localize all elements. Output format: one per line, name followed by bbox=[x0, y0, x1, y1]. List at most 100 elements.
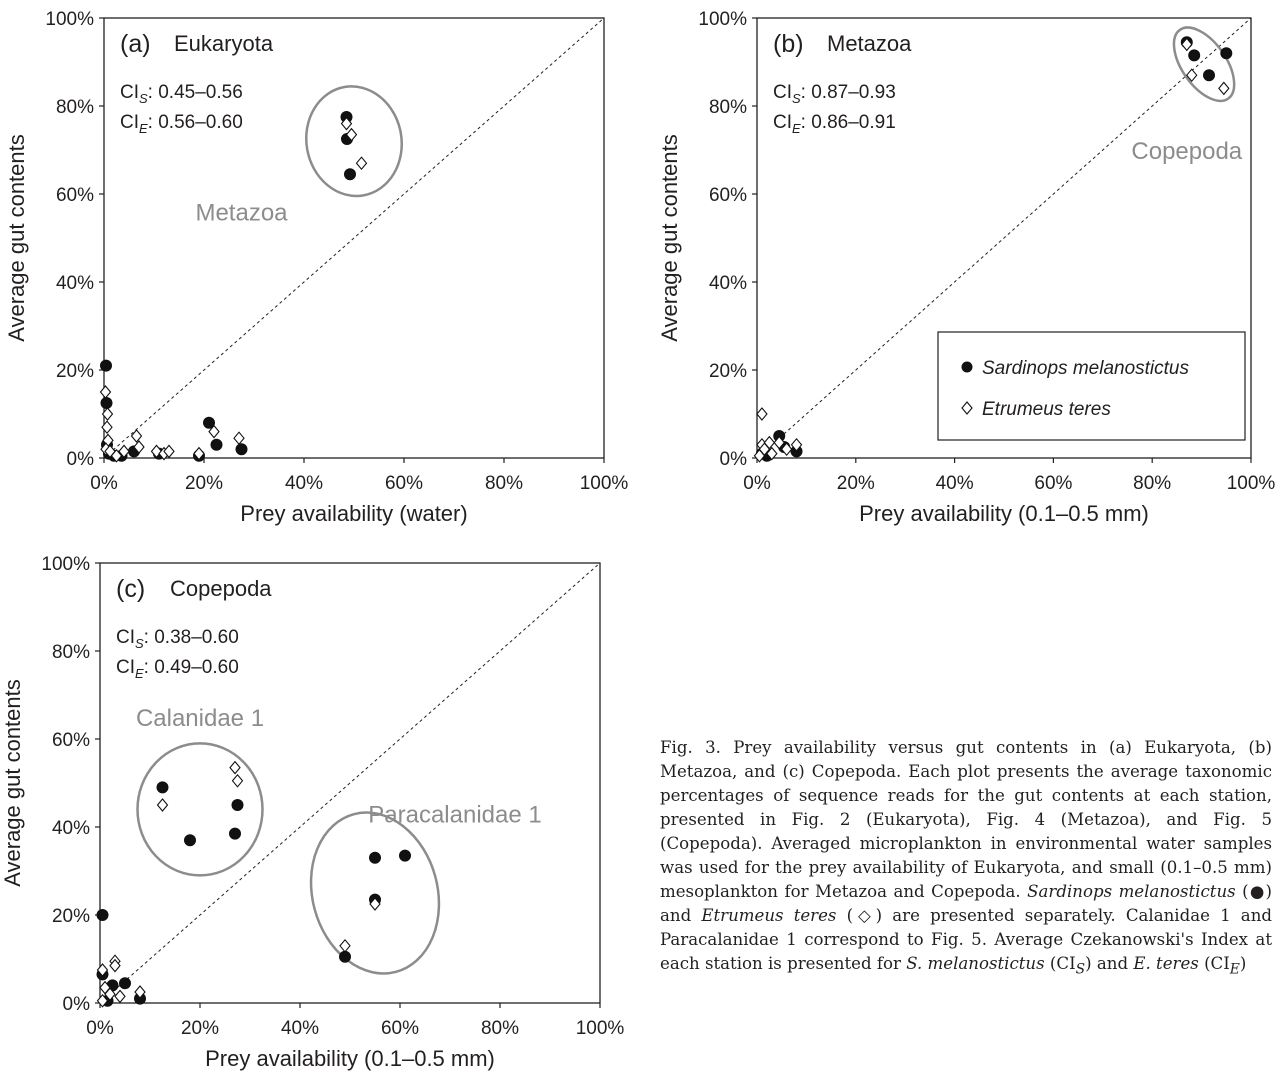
caption-part1: Fig. 3. Prey availability versus gut con… bbox=[660, 738, 1272, 901]
panel-title: Copepoda bbox=[170, 576, 272, 601]
point-sardinops bbox=[203, 416, 215, 429]
caption-ci-s: (CIS) and bbox=[1049, 954, 1129, 978]
x-axis-title: Prey availability (0.1–0.5 mm) bbox=[859, 501, 1149, 526]
point-etrumeus bbox=[340, 116, 353, 131]
y-tick-label: 0% bbox=[67, 449, 95, 470]
point-etrumeus bbox=[133, 440, 145, 454]
panel-label: (b) bbox=[773, 30, 804, 58]
legend-box bbox=[937, 331, 1246, 441]
caption-ci-e: (CIE) bbox=[1204, 954, 1247, 978]
y-axis-title: Average gut contents bbox=[657, 134, 682, 342]
point-etrumeus bbox=[118, 444, 130, 459]
point-etrumeus bbox=[780, 442, 793, 457]
y-tick-label: 100% bbox=[698, 9, 747, 30]
point-etrumeus bbox=[99, 385, 112, 399]
legend-marker-sardinops bbox=[961, 361, 973, 373]
x-axis-title: Prey availability (water) bbox=[240, 501, 467, 526]
y-axis-title: Average gut contents bbox=[0, 679, 25, 887]
y-tick-label: 100% bbox=[45, 9, 94, 30]
point-etrumeus bbox=[756, 407, 768, 421]
group-label-calanidae: Calanidae 1 bbox=[136, 705, 264, 732]
chart-panel-a: 0% 0% 20% 20% 40% 40% 60% 60% 80% 80% 100% 100% Prey… bbox=[4, 9, 628, 526]
one-to-one-line bbox=[756, 17, 1252, 459]
x-axis-title: Prey availability (0.1–0.5 mm) bbox=[205, 1046, 495, 1071]
point-etrumeus bbox=[104, 987, 116, 1002]
caption-species-etrumeus: Etrumeus teres bbox=[701, 906, 837, 925]
caption-abbr-e-teres: E. teres bbox=[1133, 954, 1199, 973]
point-etrumeus bbox=[231, 773, 244, 788]
point-etrumeus bbox=[208, 424, 220, 439]
point-sardinops bbox=[100, 397, 113, 409]
point-sardinops bbox=[96, 909, 109, 921]
x-tick-label: 60% bbox=[381, 1018, 419, 1039]
group-label: Metazoa bbox=[195, 199, 288, 226]
y-tick-label: 60% bbox=[709, 185, 747, 206]
point-sardinops bbox=[1220, 47, 1233, 60]
point-sardinops bbox=[235, 443, 248, 456]
panel-label: (a) bbox=[120, 30, 151, 58]
point-sardinops bbox=[1203, 69, 1216, 82]
point-etrumeus bbox=[233, 431, 245, 446]
point-etrumeus bbox=[101, 407, 114, 421]
point-etrumeus bbox=[790, 437, 803, 452]
point-etrumeus bbox=[114, 989, 126, 1004]
point-sardinops bbox=[156, 781, 169, 794]
panel-title: Eukaryota bbox=[174, 31, 274, 56]
y-tick-label: 80% bbox=[52, 642, 90, 663]
legend-marker-etrumeus bbox=[961, 401, 973, 415]
caption-abbr-s-melanostictus: S. melanostictus bbox=[906, 954, 1045, 973]
point-sardinops bbox=[339, 950, 351, 963]
point-etrumeus bbox=[101, 420, 113, 435]
y-tick-label: 80% bbox=[709, 97, 747, 118]
ci-s-text: CIS: 0.45–0.56 bbox=[120, 82, 243, 106]
x-tick-label: 20% bbox=[181, 1018, 219, 1039]
x-tick-label: 100% bbox=[576, 1018, 625, 1039]
x-tick-label: 0% bbox=[743, 473, 771, 494]
ci-s-text: CIS: 0.87–0.93 bbox=[773, 82, 896, 106]
point-etrumeus bbox=[96, 993, 109, 1008]
x-tick-label: 80% bbox=[1133, 473, 1171, 494]
point-etrumeus bbox=[753, 448, 766, 463]
caption-and: and bbox=[660, 906, 692, 925]
group-ellipse bbox=[305, 85, 403, 198]
y-tick-label: 60% bbox=[52, 730, 90, 751]
y-tick-label: 40% bbox=[709, 273, 747, 294]
legend-label-sardinops: Sardinops melanostictus bbox=[982, 358, 1189, 379]
point-sardinops bbox=[231, 799, 244, 811]
x-tick-label: 40% bbox=[285, 473, 323, 494]
x-tick-label: 0% bbox=[86, 1018, 114, 1039]
ci-s-text: CIS: 0.38–0.60 bbox=[116, 627, 239, 651]
group-ellipse bbox=[136, 742, 264, 877]
chart-panel-b: 0% 0% 20% 20% 40% 40% 60% 60% 80% 80% 100% 100% Prey… bbox=[657, 9, 1275, 526]
y-axis-title: Average gut contents bbox=[4, 134, 29, 342]
x-tick-label: 40% bbox=[936, 473, 974, 494]
point-sardinops bbox=[184, 834, 196, 847]
x-tick-label: 0% bbox=[90, 473, 118, 494]
point-sardinops bbox=[369, 851, 381, 864]
point-etrumeus bbox=[1218, 81, 1230, 96]
point-sardinops bbox=[229, 827, 241, 840]
y-tick-label: 20% bbox=[56, 361, 94, 382]
plot-frame bbox=[756, 17, 1252, 459]
point-sardinops bbox=[1188, 49, 1201, 62]
legend-label-etrumeus: Etrumeus teres bbox=[982, 399, 1111, 420]
point-etrumeus bbox=[1186, 68, 1198, 83]
point-etrumeus bbox=[763, 435, 776, 450]
group-ellipse bbox=[309, 811, 441, 975]
caption-symbol-open-diamond: (◇) bbox=[846, 906, 883, 925]
point-etrumeus bbox=[130, 429, 143, 443]
y-tick-label: 20% bbox=[709, 361, 747, 382]
y-tick-label: 80% bbox=[56, 97, 94, 118]
point-etrumeus bbox=[345, 127, 358, 142]
figure-caption: Fig. 3. Prey availability versus gut con… bbox=[660, 736, 1272, 981]
panel-label: (c) bbox=[116, 575, 145, 603]
point-etrumeus bbox=[339, 938, 351, 953]
x-tick-label: 40% bbox=[281, 1018, 319, 1039]
point-sardinops bbox=[399, 849, 411, 862]
panel-title: Metazoa bbox=[827, 31, 912, 56]
x-tick-label: 60% bbox=[385, 473, 423, 494]
y-tick-label: 100% bbox=[41, 554, 90, 575]
x-tick-label: 100% bbox=[580, 473, 629, 494]
caption-part2: are presented separately. Calanidae 1 an… bbox=[660, 906, 1273, 973]
